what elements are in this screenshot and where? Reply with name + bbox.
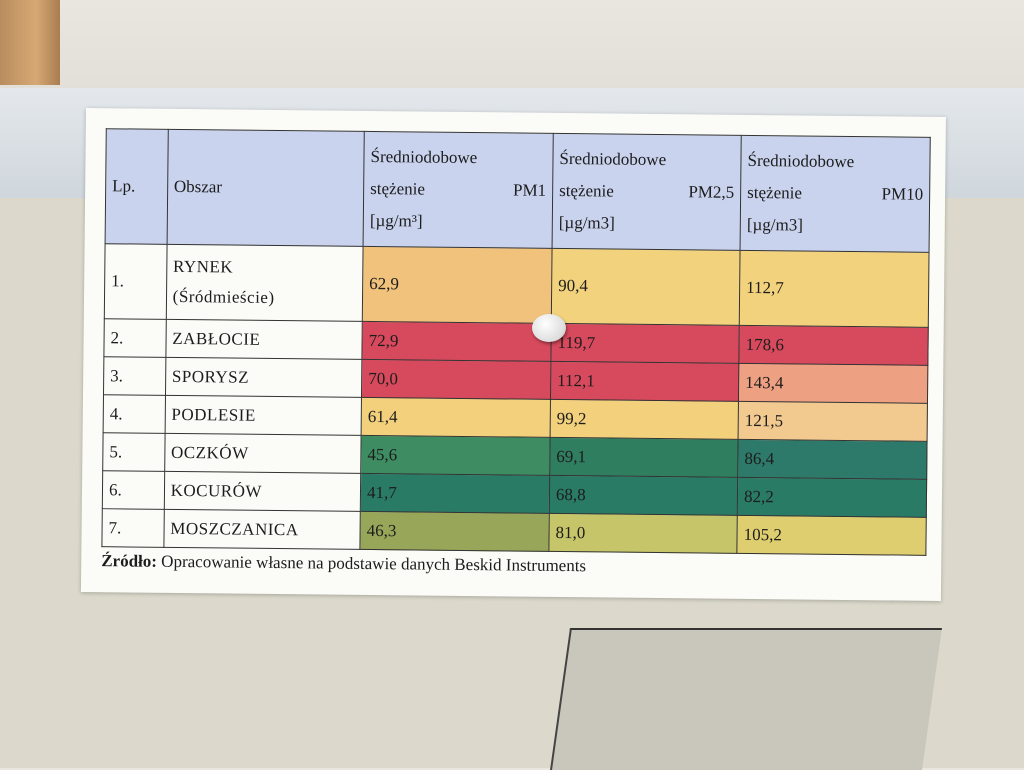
area-name: OCZKÓW bbox=[164, 433, 362, 474]
concentration: 121,5 bbox=[738, 401, 928, 442]
concentration: 69,1 bbox=[549, 437, 739, 478]
concentration: 86,4 bbox=[737, 439, 928, 480]
area-name: RYNEK (Śródmieście) bbox=[165, 244, 364, 322]
printed-sheet: Lp. Obszar Średniodobowe stężenie PM1 [µg/m³… bbox=[80, 108, 946, 601]
header-line: [µg/m³] bbox=[369, 210, 423, 231]
header-line: Średniodobowe bbox=[370, 146, 478, 168]
source-label: Źródło: bbox=[101, 551, 158, 571]
concentration: 81,0 bbox=[548, 513, 738, 554]
concentration: 45,6 bbox=[360, 435, 551, 476]
concentration: 90,4 bbox=[551, 248, 741, 326]
concentration: 112,1 bbox=[550, 361, 739, 402]
header-line: stężenie PM1 bbox=[370, 178, 547, 200]
push-pin bbox=[532, 314, 566, 342]
concentration: 41,7 bbox=[360, 473, 550, 514]
concentration: 112,7 bbox=[739, 250, 930, 328]
area-name: ZABŁOCIE bbox=[165, 319, 363, 360]
source-note: Źródło: Opracowanie własne na podstawie … bbox=[101, 551, 586, 576]
row-number: 1. bbox=[104, 243, 167, 320]
concentration: 105,2 bbox=[736, 515, 927, 556]
row-number: 4. bbox=[103, 394, 166, 434]
header-line: Średniodobowe bbox=[559, 148, 667, 170]
header-line: Lp. bbox=[112, 176, 136, 196]
header-row: Lp. Obszar Średniodobowe stężenie PM1 [µg/m³… bbox=[105, 128, 931, 253]
header-line: Średniodobowe bbox=[747, 150, 855, 172]
header-cell: Obszar bbox=[166, 129, 365, 247]
header-cell: Średniodobowe stężenie PM2,5 [µg/m3] bbox=[552, 133, 742, 251]
concentration: 46,3 bbox=[359, 511, 550, 552]
cell-line: (Śródmieście) bbox=[172, 286, 275, 307]
header-line: stężenie PM10 bbox=[747, 182, 924, 204]
source-text: Opracowanie własne na podstawie danych B… bbox=[161, 551, 587, 576]
header-line: [µg/m3] bbox=[746, 214, 804, 235]
row-number: 5. bbox=[102, 432, 165, 472]
area-name: PODLESIE bbox=[164, 395, 362, 436]
header-line: [µg/m3] bbox=[558, 212, 615, 233]
concentration: 143,4 bbox=[738, 363, 928, 404]
concentration: 119,7 bbox=[550, 323, 740, 364]
cell-line: RYNEK bbox=[172, 256, 234, 277]
header-cell: Średniodobowe stężenie PM10 [µg/m3] bbox=[740, 135, 931, 253]
concentration: 62,9 bbox=[362, 246, 553, 324]
concentration: 61,4 bbox=[361, 397, 551, 438]
header-line: stężenie PM2,5 bbox=[559, 180, 735, 202]
area-name: MOSZCZANICA bbox=[163, 509, 361, 550]
data-row: 1. RYNEK (Śródmieście) 62,9 90,4 112,7 bbox=[104, 243, 930, 328]
concentration: 72,9 bbox=[361, 321, 552, 362]
concentration: 178,6 bbox=[738, 325, 929, 366]
header-line: Obszar bbox=[173, 176, 223, 197]
area-name: SPORYSZ bbox=[165, 357, 362, 398]
wood-frame bbox=[0, 0, 60, 85]
row-number: 3. bbox=[103, 356, 166, 396]
row-number: 6. bbox=[102, 470, 165, 510]
pollution-table: Lp. Obszar Średniodobowe stężenie PM1 [µg/m³… bbox=[101, 128, 931, 556]
data-row: 7. MOSZCZANICA 46,3 81,0 105,2 bbox=[101, 508, 927, 556]
row-number: 7. bbox=[101, 508, 164, 548]
header-cell: Lp. bbox=[105, 128, 168, 245]
row-number: 2. bbox=[103, 318, 166, 358]
header-cell: Średniodobowe stężenie PM1 [µg/m³] bbox=[363, 131, 554, 249]
concentration: 82,2 bbox=[737, 477, 927, 518]
concentration: 68,8 bbox=[549, 475, 738, 516]
area-name: KOCURÓW bbox=[163, 471, 361, 512]
sketch bbox=[550, 628, 942, 770]
concentration: 99,2 bbox=[550, 399, 739, 440]
concentration: 70,0 bbox=[361, 359, 551, 400]
